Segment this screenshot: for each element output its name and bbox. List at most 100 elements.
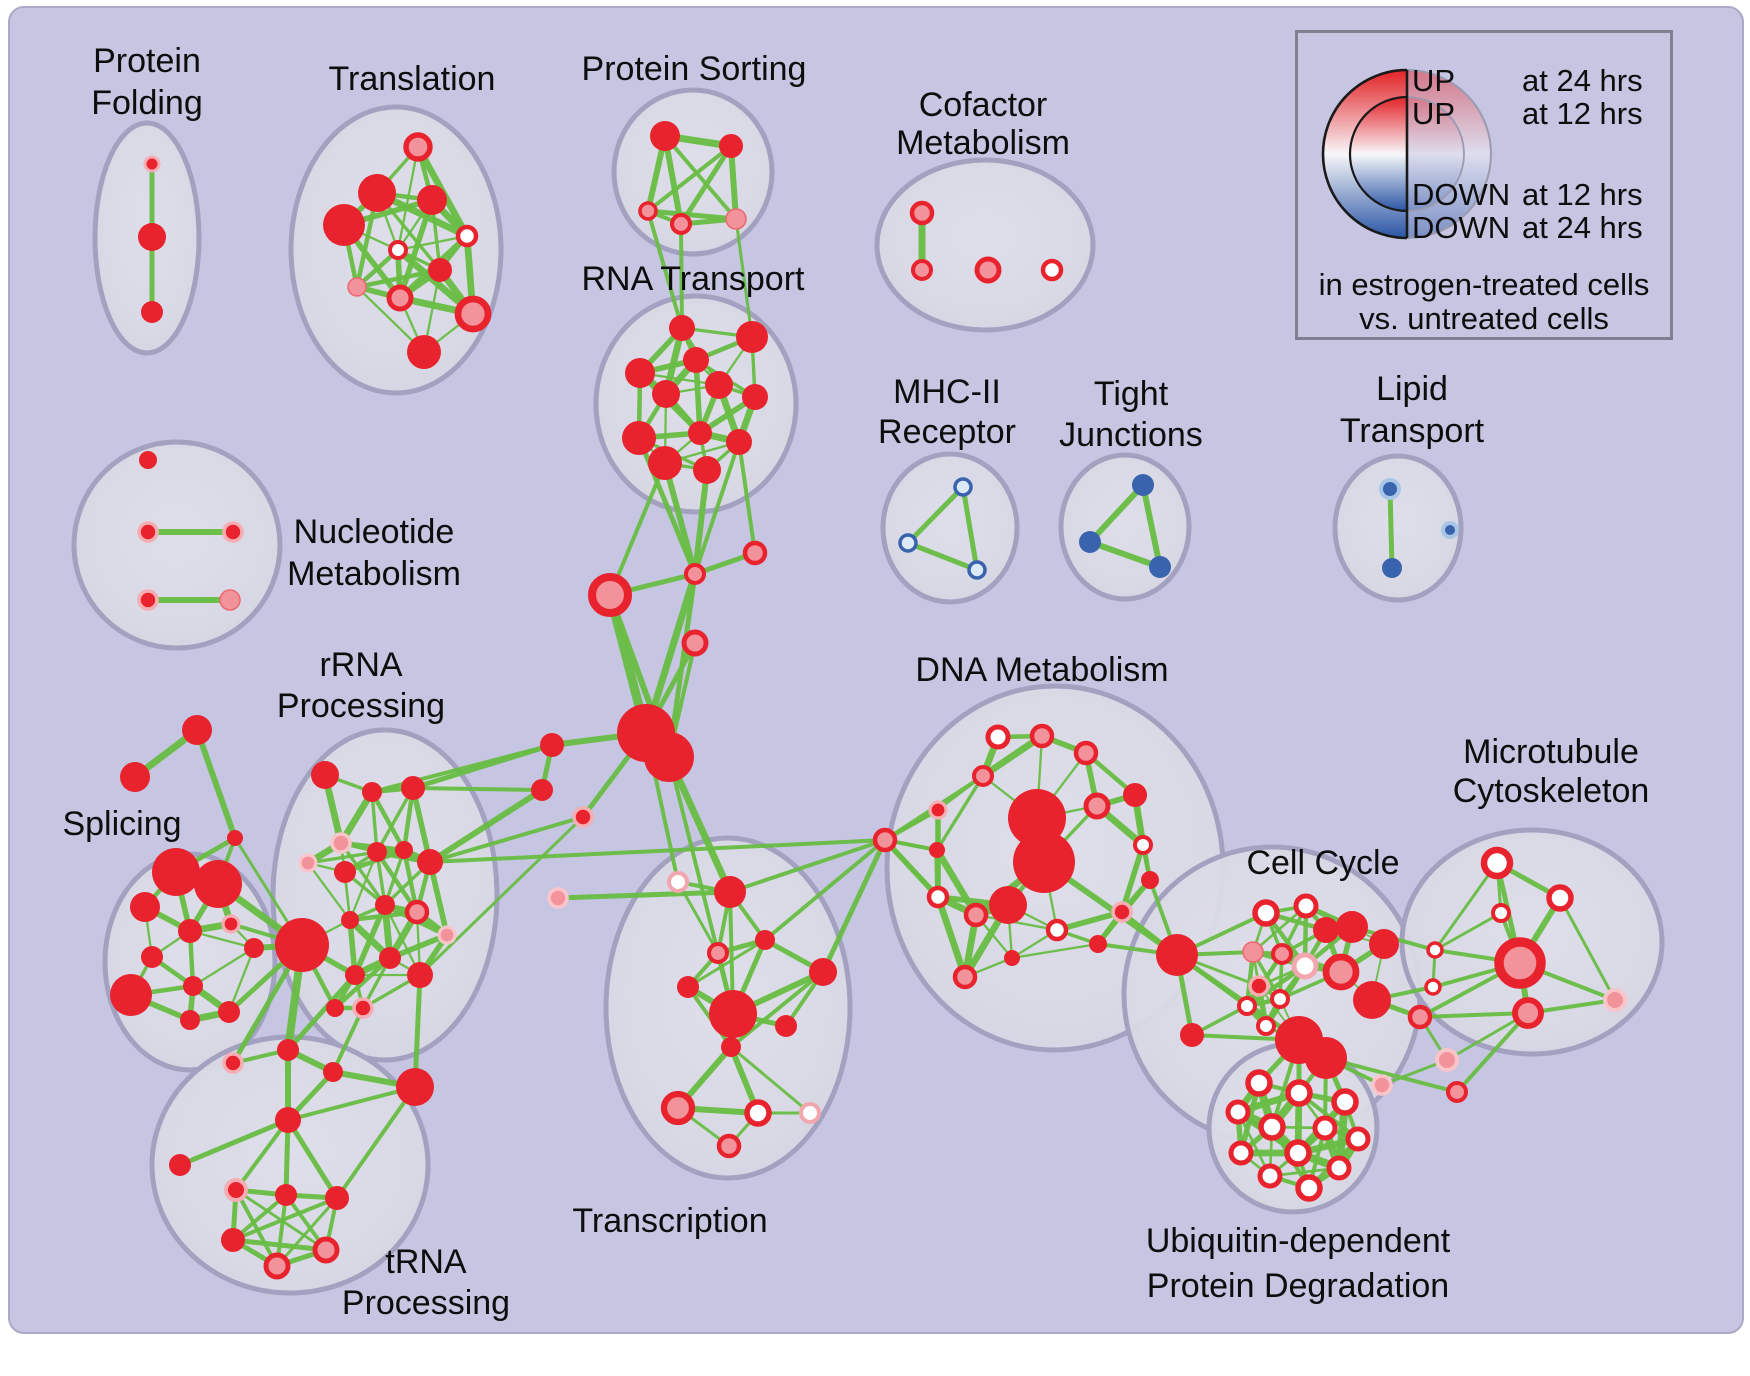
network-node-translation — [454, 295, 492, 333]
network-node-dna — [1083, 792, 1111, 820]
network-node-tight_junctions — [1132, 474, 1154, 496]
network-node-rrna — [275, 918, 329, 972]
network-node-connectors — [120, 762, 150, 792]
network-edge-microtubule — [1558, 896, 1617, 1002]
network-link-transcription-dna — [763, 838, 887, 942]
network-node-rna_transport — [726, 429, 752, 455]
legend-row2-label: UP — [1412, 96, 1455, 131]
network-node-cell_cycle — [1293, 893, 1319, 919]
cluster-label-translation: Translation — [329, 60, 496, 98]
network-edge-trna — [335, 1085, 417, 1200]
network-link-rna_transport-connectors — [693, 440, 741, 576]
cluster-label-nucleotide: Metabolism — [287, 555, 461, 593]
network-edge-dna — [1010, 942, 1100, 960]
network-node-dna — [928, 800, 948, 820]
cluster-label-protein_folding: Folding — [91, 84, 203, 122]
network-node-microtubule — [1480, 846, 1514, 880]
network-node-ubiquitin — [1228, 1140, 1254, 1166]
network-node-trna — [222, 1052, 244, 1074]
network-node-transcription — [660, 1090, 696, 1126]
network-node-ubiquitin — [1345, 1126, 1371, 1152]
network-edge-splicing — [191, 946, 256, 988]
legend-row1-time: at 24 hrs — [1522, 63, 1643, 98]
network-node-connectors — [572, 806, 594, 828]
network-node-tight_junctions — [1149, 556, 1171, 578]
legend-inner-right-outline — [1406, 96, 1465, 212]
network-node-ubiquitin — [1331, 1088, 1359, 1116]
cluster-label-lipid: Lipid — [1376, 370, 1448, 408]
network-node-rna_transport — [705, 371, 733, 399]
network-node-rrna — [367, 842, 387, 862]
cluster-label-transcription: Transcription — [572, 1202, 767, 1240]
network-node-splicing — [130, 892, 160, 922]
legend-row3-label: DOWN — [1412, 177, 1510, 212]
network-edge-microtubule — [1418, 1011, 1530, 1019]
cluster-bubble-protein_sorting — [611, 87, 775, 257]
network-link-connectors-transcription — [667, 755, 720, 955]
network-node-microtubule — [1407, 1004, 1433, 1030]
cluster-label-tight_junctions: Tight — [1094, 375, 1169, 413]
network-node-rrna — [352, 997, 374, 1019]
cluster-label-rrna: Processing — [277, 687, 445, 725]
network-edge-trna — [275, 1196, 339, 1268]
network-node-protein_sorting — [650, 121, 680, 151]
network-node-rna_transport — [622, 421, 656, 455]
network-edge-lipid — [1387, 486, 1395, 571]
network-node-cell_cycle — [1353, 981, 1391, 1019]
network-node-trna — [169, 1154, 191, 1176]
network-node-splicing — [110, 974, 152, 1016]
network-edge-transcription — [729, 1045, 812, 1115]
cluster-label-ubiquitin: Protein Degradation — [1147, 1267, 1449, 1305]
network-node-splicing — [221, 914, 241, 934]
network-node-microtubule — [1445, 1080, 1469, 1104]
network-node-nucleotide — [219, 589, 241, 611]
network-node-rrna — [311, 761, 339, 789]
network-node-rna_transport — [688, 421, 712, 445]
cluster-label-cofactor: Cofactor — [919, 86, 1048, 124]
network-node-dna — [1045, 918, 1069, 942]
network-node-transcription — [714, 876, 746, 908]
network-node-protein_folding — [141, 301, 163, 323]
network-edge-connectors — [194, 727, 238, 841]
network-node-protein_sorting — [669, 212, 693, 236]
network-edge-trna — [285, 1117, 340, 1201]
network-node-lipid — [1379, 478, 1401, 500]
network-edge-trna — [234, 1188, 279, 1268]
network-node-rna_transport — [652, 380, 680, 408]
network-node-microtubule — [1424, 978, 1442, 996]
network-node-connectors — [531, 779, 553, 801]
network-edge-protein_sorting — [645, 208, 739, 222]
cluster-label-rna_transport: RNA Transport — [582, 260, 806, 298]
network-link-protein_sorting-rna_transport — [734, 217, 754, 339]
network-node-connectors — [227, 830, 243, 846]
network-node-mhc — [898, 533, 918, 553]
network-node-dna — [1013, 831, 1075, 893]
network-node-splicing — [183, 976, 203, 996]
network-node-rrna — [407, 962, 433, 988]
network-edge-microtubule — [1433, 861, 1499, 952]
network-edge-dna — [934, 893, 969, 981]
network-node-dna — [1004, 950, 1020, 966]
network-node-dna — [1089, 935, 1107, 953]
network-edge-splicing — [227, 946, 256, 1014]
network-node-translation — [388, 240, 408, 260]
network-edge-dna — [1119, 842, 1146, 915]
cluster-bubble-tight_junctions — [1058, 452, 1192, 602]
network-link-rna_transport-connectors — [737, 440, 757, 555]
network-node-cell_cycle — [1270, 942, 1294, 966]
network-node-cofactor — [1040, 258, 1064, 282]
network-edge-protein_sorting — [663, 134, 738, 221]
network-node-rrna — [395, 841, 413, 859]
legend-faded-half — [1407, 68, 1495, 241]
network-node-dna — [952, 964, 978, 990]
network-node-connectors — [742, 540, 768, 566]
legend-row4-label: DOWN — [1412, 210, 1510, 245]
network-edge-dna — [933, 846, 980, 919]
cluster-label-microtubule: Cytoskeleton — [1453, 772, 1650, 810]
network-node-transcription — [755, 930, 775, 950]
network-node-cell_cycle — [1242, 941, 1264, 963]
network-node-transcription — [716, 1133, 742, 1159]
network-node-connectors — [587, 572, 633, 618]
network-node-ubiquitin — [1225, 1099, 1251, 1125]
